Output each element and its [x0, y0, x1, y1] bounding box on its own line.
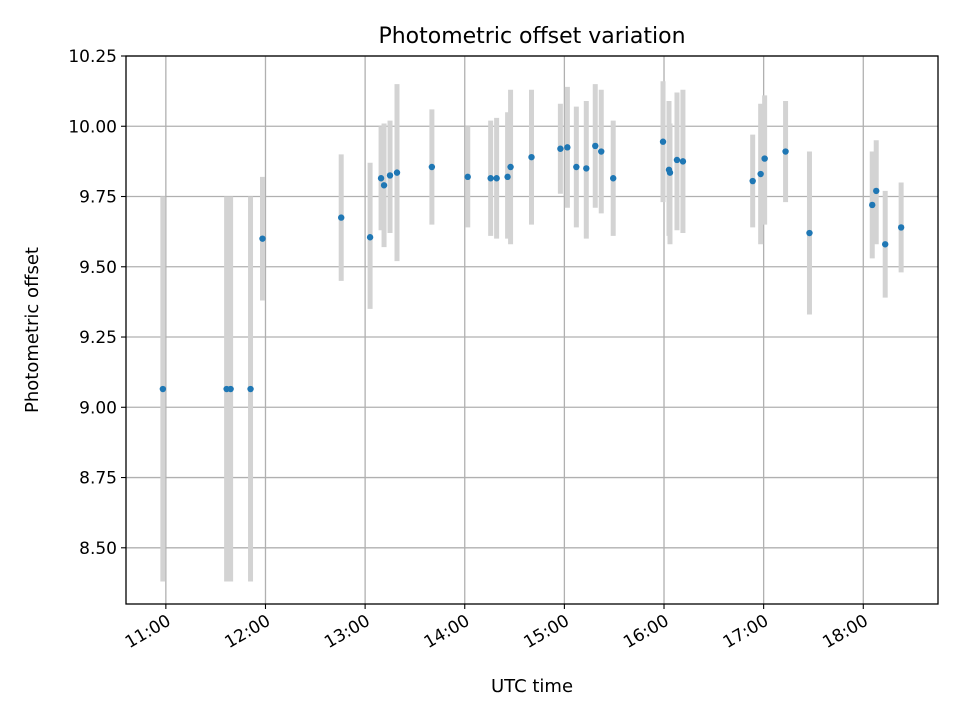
data-point: [782, 148, 789, 155]
data-point: [873, 187, 880, 195]
data-point: [564, 144, 571, 151]
y-axis-label: Photometric offset: [22, 247, 43, 413]
data-point: [393, 169, 401, 176]
y-tick-label: 9.50: [79, 258, 117, 278]
y-tick-label: 8.75: [79, 469, 117, 489]
x-axis-label: UTC time: [491, 676, 573, 697]
plot-frame: [125, 55, 939, 605]
y-tick-label: 10.25: [68, 47, 117, 67]
data-point: [366, 234, 374, 241]
data-point: [761, 155, 768, 162]
y-tick-label: 8.50: [79, 539, 117, 559]
data-point: [504, 173, 511, 181]
y-tick-label: 9.25: [79, 328, 117, 348]
chart-title: Photometric offset variation: [378, 24, 685, 49]
data-point: [338, 214, 345, 221]
data-point: [493, 175, 500, 182]
data-point: [528, 153, 535, 161]
data-point: [666, 169, 674, 176]
data-point: [386, 172, 394, 179]
data-point: [428, 163, 436, 171]
data-point: [659, 138, 667, 145]
data-point: [487, 175, 494, 182]
y-tick-label: 9.00: [79, 398, 117, 418]
data-point: [159, 385, 167, 393]
data-point: [259, 235, 266, 242]
data-point: [583, 165, 590, 172]
data-point: [377, 175, 385, 182]
data-point: [598, 148, 605, 155]
data-point: [673, 156, 681, 164]
data-point: [464, 173, 471, 181]
data-point: [610, 175, 617, 182]
data-point: [806, 229, 813, 237]
data-point: [897, 224, 905, 231]
data-point: [507, 163, 514, 171]
data-point: [757, 170, 764, 178]
data-point: [881, 241, 889, 248]
data-point: [247, 385, 254, 393]
data-point: [869, 201, 876, 209]
y-axis-ticks: 8.50 8.75 9.00 9.25 9.50 9.75 10.00 10.25: [68, 47, 126, 559]
data-point: [557, 145, 564, 152]
y-tick-label: 10.00: [68, 117, 117, 137]
data-point: [380, 182, 388, 189]
data-points: [159, 138, 905, 393]
data-point: [679, 158, 687, 165]
data-point: [592, 142, 599, 150]
data-point: [573, 163, 580, 171]
y-tick-label: 9.75: [79, 188, 117, 208]
data-point: [227, 385, 234, 393]
data-point: [749, 177, 756, 185]
